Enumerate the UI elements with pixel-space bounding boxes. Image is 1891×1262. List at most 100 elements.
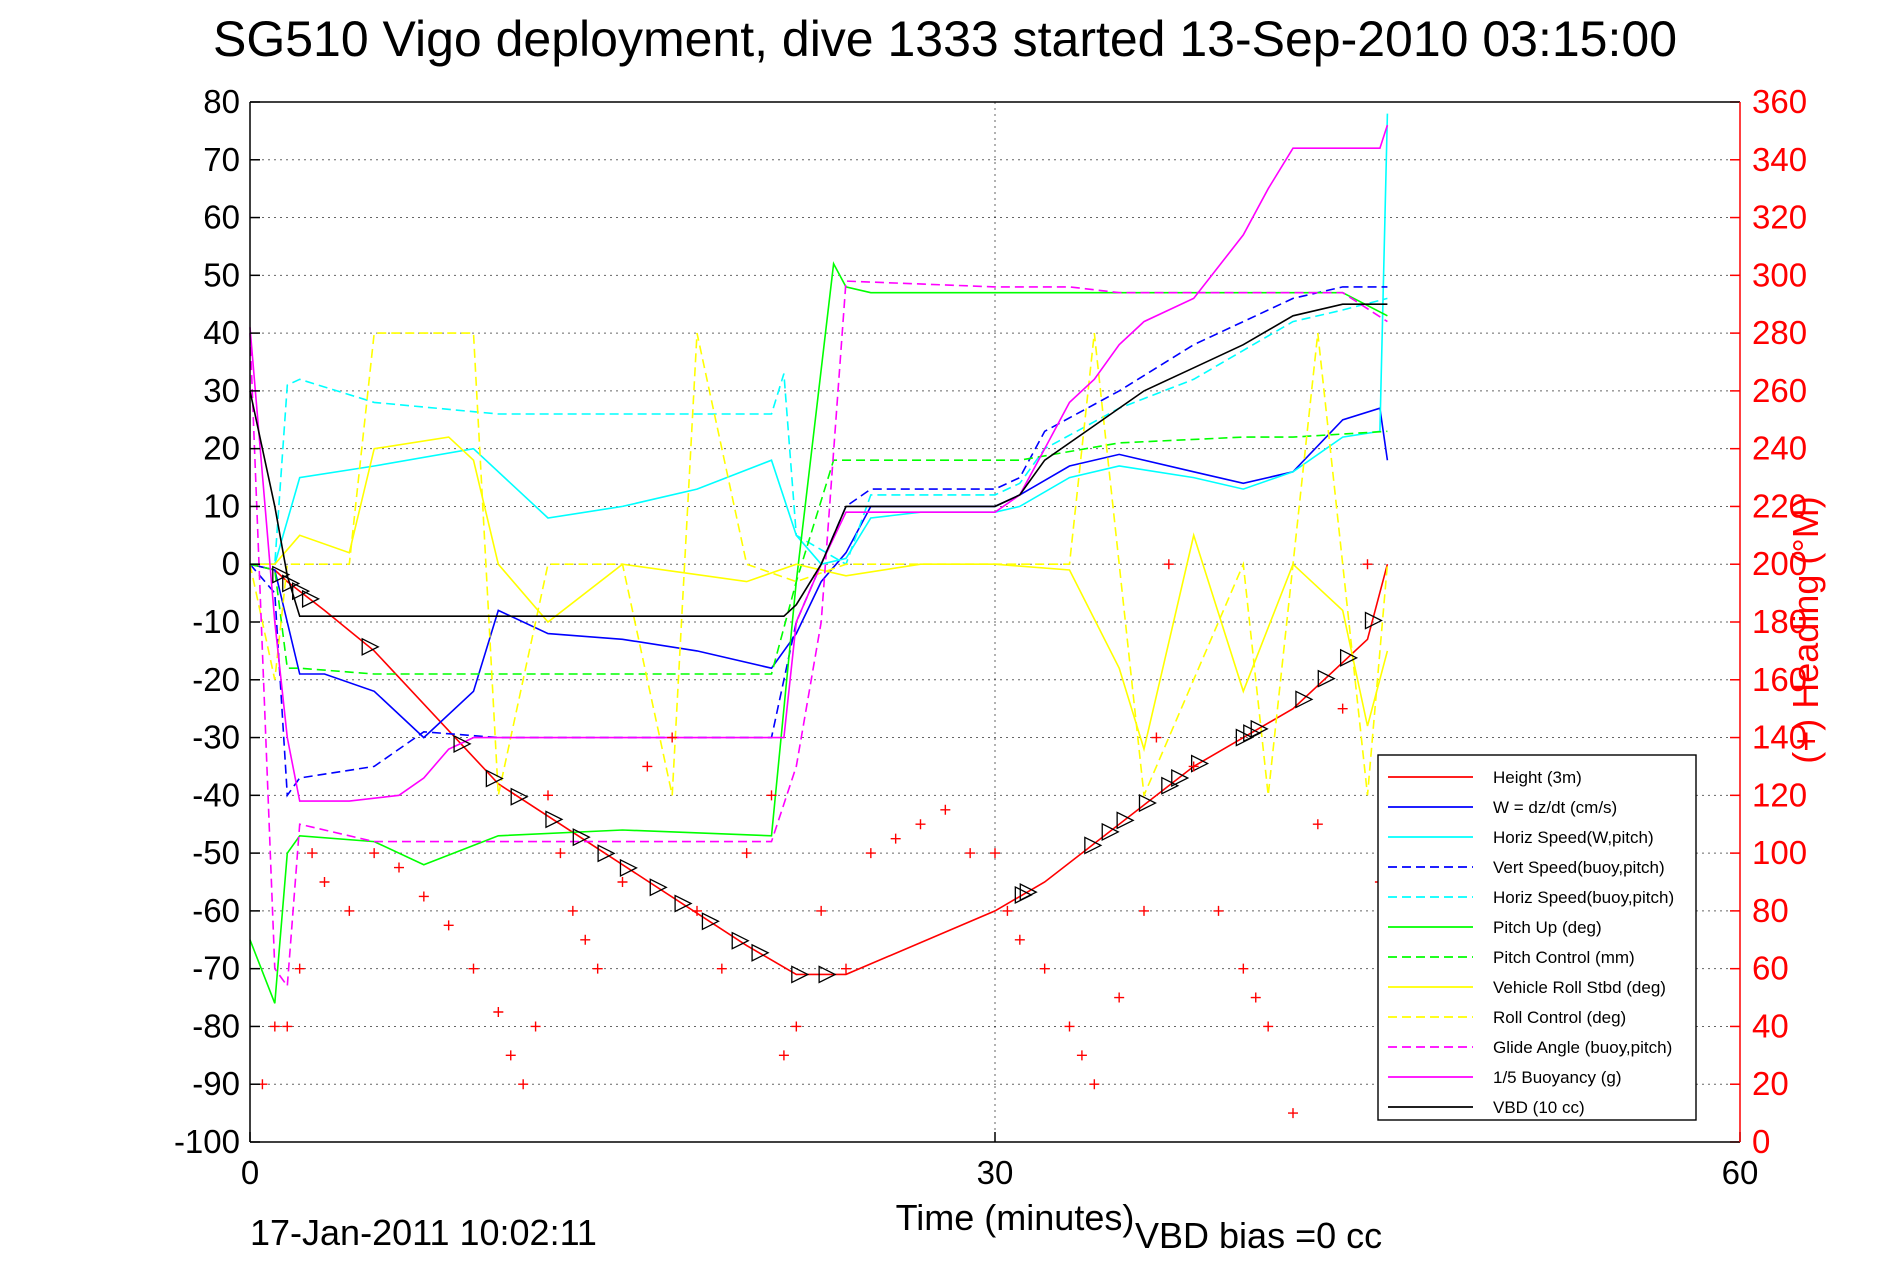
heading-point (915, 819, 926, 830)
height-marker (282, 574, 301, 593)
legend-label: Pitch Control (mm) (1493, 948, 1635, 967)
height-marker (649, 878, 668, 897)
y-right-tick-label: 40 (1752, 1007, 1789, 1044)
y-left-tick-label: -10 (192, 603, 240, 640)
legend-label: Vehicle Roll Stbd (deg) (1493, 978, 1666, 997)
y-right-tick-label: 100 (1752, 834, 1807, 871)
height-marker (1295, 690, 1314, 709)
height-marker (301, 589, 321, 608)
chart-title: SG510 Vigo deployment, dive 1333 started… (213, 11, 1677, 67)
heading-point (1039, 963, 1050, 974)
y-left-tick-label: -90 (192, 1065, 240, 1102)
heading-point (1362, 559, 1373, 570)
series-line-6 (249, 430, 1388, 675)
heading-point (1151, 732, 1162, 743)
height-marker (619, 858, 638, 877)
heading-point (555, 848, 566, 859)
y-left-tick-label: -20 (192, 661, 240, 698)
heading-point (294, 963, 305, 974)
heading-point (592, 963, 603, 974)
height-marker (453, 734, 472, 753)
heading-point (1014, 934, 1025, 945)
series-line-10 (249, 124, 1389, 802)
legend-label: W = dz/dt (cm/s) (1493, 798, 1617, 817)
heading-point (667, 732, 678, 743)
y-right-tick-label: 280 (1752, 314, 1807, 351)
heading-point (617, 877, 628, 887)
height-marker (1161, 776, 1180, 795)
series-line-1 (249, 407, 1389, 739)
height-marker (1317, 669, 1336, 688)
height-marker (791, 965, 810, 984)
y-left-tick-label: -60 (192, 892, 240, 929)
heading-point (518, 1079, 529, 1090)
y-right-tick-label: 60 (1752, 950, 1789, 987)
axes (249, 101, 1741, 1143)
timestamp: 17-Jan-2011 10:02:11 (250, 1212, 597, 1253)
heading-point (965, 848, 976, 859)
legend-label: Roll Control (deg) (1493, 1008, 1626, 1027)
legend-label: Glide Angle (buoy,pitch) (1493, 1038, 1672, 1057)
heading-point (1089, 1079, 1100, 1090)
heading-point (505, 1050, 516, 1061)
x-axis-label: Time (minutes) (896, 1197, 1135, 1238)
heading-point (394, 862, 404, 873)
series-layer (249, 113, 1398, 1119)
y-right-tick-label: 0 (1752, 1123, 1770, 1160)
series-line-7 (250, 436, 1389, 753)
series-line-2 (250, 113, 1389, 566)
series-line-5 (249, 261, 1388, 1004)
y-left-tick-label: -50 (192, 834, 240, 871)
heading-point (642, 761, 653, 772)
series-line-3 (249, 286, 1388, 798)
y-right-tick-label: 160 (1752, 661, 1807, 698)
height-marker (1116, 811, 1135, 830)
heading-point (1139, 905, 1149, 916)
heading-point (1250, 992, 1261, 1003)
heading-point (418, 891, 429, 902)
legend-label: Horiz Speed(W,pitch) (1493, 828, 1654, 847)
legend-label: 1/5 Buoyancy (g) (1493, 1068, 1622, 1087)
y-right-tick-label: 220 (1752, 487, 1807, 524)
y-right-tick-label: 180 (1752, 603, 1807, 640)
x-tick-label: 60 (1722, 1154, 1759, 1191)
y-left-tick-label: 10 (203, 487, 240, 524)
heading-point (443, 920, 454, 931)
heading-point (692, 905, 702, 916)
y-left-tick-label: 80 (203, 83, 240, 120)
heading-point (791, 1021, 802, 1032)
height-marker (292, 582, 311, 601)
x-tick-label: 0 (241, 1154, 259, 1191)
vbd-bias-note: VBD bias =0 cc (1135, 1215, 1382, 1256)
heading-point (865, 848, 876, 859)
y-left-tick-label: 50 (203, 256, 240, 293)
y-right-tick-label: 360 (1752, 83, 1807, 120)
y-left-tick-label: 70 (203, 141, 240, 178)
series-line-8 (249, 332, 1389, 799)
y-right-tick-label: 300 (1752, 256, 1807, 293)
series-line-9 (249, 280, 1388, 989)
height-marker (1084, 836, 1103, 855)
heading-point (468, 963, 479, 974)
heading-point (1002, 905, 1013, 916)
y-right-axis-label: (+) Heading (°M) (1785, 496, 1826, 763)
heading-point (1188, 761, 1199, 772)
x-tick-label: 30 (977, 1154, 1014, 1191)
legend-label: Horiz Speed(buoy,pitch) (1493, 888, 1674, 907)
y-right-tick-label: 120 (1752, 776, 1807, 813)
heading-point (716, 963, 727, 974)
heading-point (1337, 703, 1348, 714)
legend-label: Height (3m) (1493, 768, 1582, 787)
heading-point (766, 790, 777, 801)
height-marker (731, 931, 750, 950)
height-marker (674, 894, 693, 913)
y-left-tick-label: 0 (222, 545, 240, 582)
series-line-11 (249, 303, 1388, 618)
y-right-tick-label: 140 (1752, 719, 1807, 756)
y-left-tick-label: -80 (192, 1007, 240, 1044)
legend: Height (3m) W = dz/dt (cm/s) Horiz Speed(W… (1377, 754, 1697, 1121)
y-left-tick-label: 60 (203, 199, 240, 236)
height-marker (751, 943, 770, 962)
heading-point (741, 848, 752, 859)
